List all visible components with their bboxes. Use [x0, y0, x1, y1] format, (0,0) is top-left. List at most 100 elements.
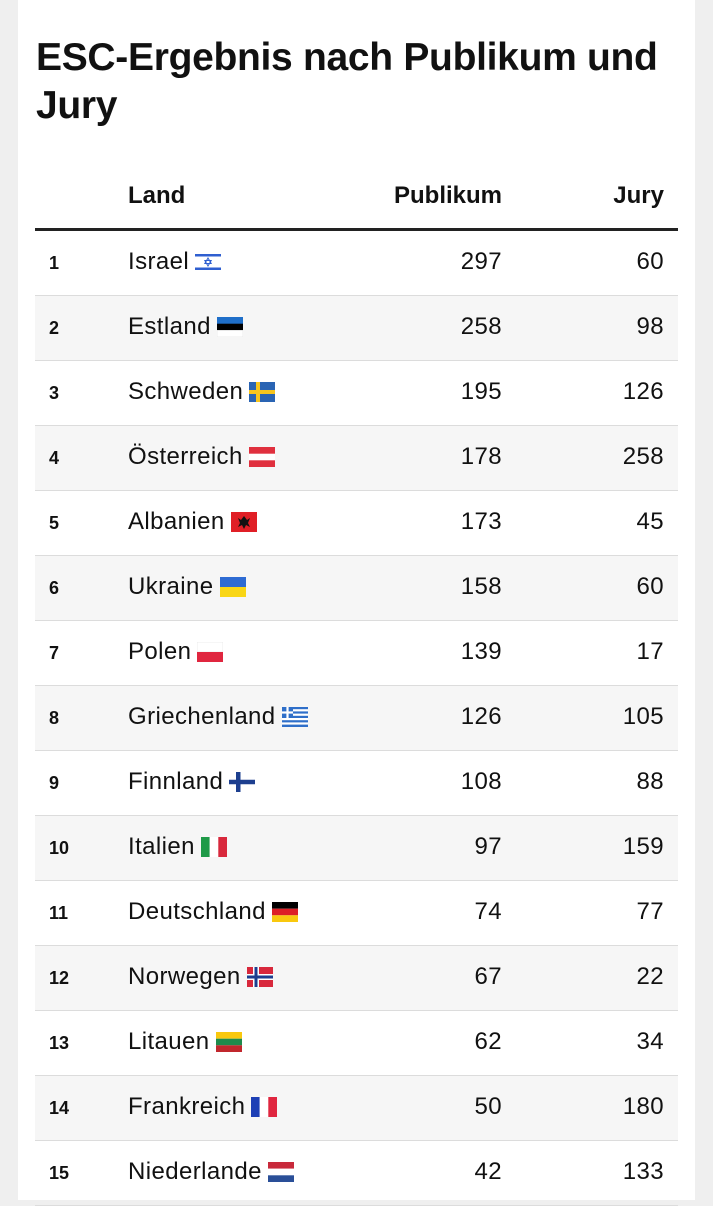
chart-title: ESC-Ergebnis nach Publikum und Jury	[36, 36, 658, 127]
land-cell: Israel	[128, 248, 222, 276]
land-cell: Ukraine	[128, 573, 246, 601]
column-header-jury: Jury	[613, 182, 664, 209]
land-name: Estland	[128, 313, 211, 340]
jury-cell: 22	[636, 963, 664, 990]
table-row: 5 Albanien 173 45	[35, 491, 678, 556]
table-row: 12 Norwegen 67 22	[35, 946, 678, 1011]
column-header-land: Land	[128, 182, 186, 209]
jury-cell: 180	[622, 1093, 664, 1120]
netherlands-flag-icon	[267, 1162, 294, 1182]
jury-cell: 34	[636, 1028, 664, 1055]
publikum-cell: 42	[474, 1158, 502, 1185]
jury-cell: 88	[636, 768, 664, 795]
land-name: Israel	[128, 248, 190, 275]
table-row: 8 Griechenland 126 105	[35, 686, 678, 751]
jury-cell: 105	[622, 703, 664, 730]
column-header-publikum: Publikum	[393, 182, 502, 209]
jury-cell: 60	[636, 573, 664, 600]
germany-flag-icon	[271, 902, 298, 922]
rank-cell: 11	[49, 903, 69, 923]
rank-cell: 4	[49, 448, 60, 468]
jury-cell: 98	[636, 313, 664, 340]
land-name: Österreich	[128, 443, 243, 470]
italy-flag-icon	[200, 837, 227, 857]
norway-flag-icon	[246, 967, 273, 987]
estonia-flag-icon	[216, 317, 243, 337]
land-name: Frankreich	[128, 1093, 246, 1120]
jury-cell: 133	[622, 1158, 664, 1185]
israel-flag-icon	[195, 252, 222, 272]
rank-cell: 10	[49, 838, 70, 858]
table-row: 9 Finnland 108 88	[35, 751, 678, 816]
table-row: 11 Deutschland 74 77	[35, 881, 678, 946]
land-name: Schweden	[128, 378, 244, 405]
publikum-cell: 258	[460, 313, 502, 340]
rank-cell: 15	[49, 1163, 70, 1183]
jury-cell: 126	[622, 378, 664, 405]
table-row: 14 Frankreich 50 180	[35, 1076, 678, 1141]
jury-cell: 258	[622, 443, 664, 470]
land-cell: Albanien	[128, 508, 257, 536]
rank-cell: 2	[49, 318, 60, 338]
publikum-cell: 178	[460, 443, 502, 470]
publikum-cell: 297	[460, 248, 502, 275]
publikum-cell: 195	[460, 378, 502, 405]
table-row: 2 Estland 258 98	[35, 296, 678, 361]
table-row: 6 Ukraine 158 60	[35, 556, 678, 621]
publikum-cell: 173	[460, 508, 502, 535]
land-cell: Estland	[128, 313, 243, 341]
land-cell: Norwegen	[128, 963, 273, 991]
land-name: Litauen	[128, 1028, 210, 1055]
publikum-cell: 158	[460, 573, 502, 600]
rank-cell: 12	[49, 968, 70, 988]
publikum-cell: 108	[460, 768, 502, 795]
lithuania-flag-icon	[215, 1032, 242, 1052]
publikum-cell: 74	[474, 898, 502, 925]
rank-cell: 14	[49, 1098, 70, 1118]
table-header: Land Publikum Jury	[35, 172, 678, 231]
rank-cell: 7	[49, 643, 60, 663]
finland-flag-icon	[229, 772, 256, 792]
land-name: Niederlande	[128, 1158, 262, 1185]
table-row: 15 Niederlande 42 133	[35, 1141, 678, 1206]
land-cell: Polen	[128, 638, 224, 666]
land-name: Griechenland	[128, 703, 276, 730]
publikum-cell: 50	[474, 1093, 502, 1120]
land-cell: Litauen	[128, 1028, 242, 1056]
land-cell: Niederlande	[128, 1158, 294, 1186]
jury-cell: 45	[636, 508, 664, 535]
publikum-cell: 62	[474, 1028, 502, 1055]
sweden-flag-icon	[249, 382, 276, 402]
land-name: Italien	[128, 833, 195, 860]
publikum-cell: 97	[474, 833, 502, 860]
rank-cell: 1	[49, 253, 60, 273]
land-cell: Schweden	[128, 378, 276, 406]
table-row: 3 Schweden 195 126	[35, 361, 678, 426]
table-body: 1 Israel 297 60 2 Estland 258 98 3 Schweden 195 126…	[35, 231, 678, 1206]
land-cell: Italien	[128, 833, 227, 861]
table-row: 7 Polen 139 17	[35, 621, 678, 686]
rank-cell: 3	[49, 383, 60, 403]
publikum-cell: 139	[460, 638, 502, 665]
publikum-cell: 126	[460, 703, 502, 730]
land-name: Polen	[128, 638, 192, 665]
land-cell: Griechenland	[128, 703, 308, 731]
chart-card: ESC-Ergebnis nach Publikum und Jury Land…	[18, 0, 695, 1206]
land-name: Finnland	[128, 768, 224, 795]
rank-cell: 8	[49, 708, 60, 728]
jury-cell: 77	[636, 898, 664, 925]
rank-cell: 5	[49, 513, 60, 533]
land-name: Norwegen	[128, 963, 241, 990]
land-cell: Frankreich	[128, 1093, 278, 1121]
jury-cell: 159	[622, 833, 664, 860]
rank-cell: 9	[49, 773, 60, 793]
france-flag-icon	[251, 1097, 278, 1117]
ukraine-flag-icon	[219, 577, 246, 597]
rank-cell: 6	[49, 578, 60, 598]
albania-flag-icon	[230, 512, 257, 532]
table-row: 10 Italien 97 159	[35, 816, 678, 881]
land-cell: Finnland	[128, 768, 256, 796]
table-row: 1 Israel 297 60	[35, 231, 678, 296]
land-name: Ukraine	[128, 573, 214, 600]
land-name: Deutschland	[128, 898, 266, 925]
